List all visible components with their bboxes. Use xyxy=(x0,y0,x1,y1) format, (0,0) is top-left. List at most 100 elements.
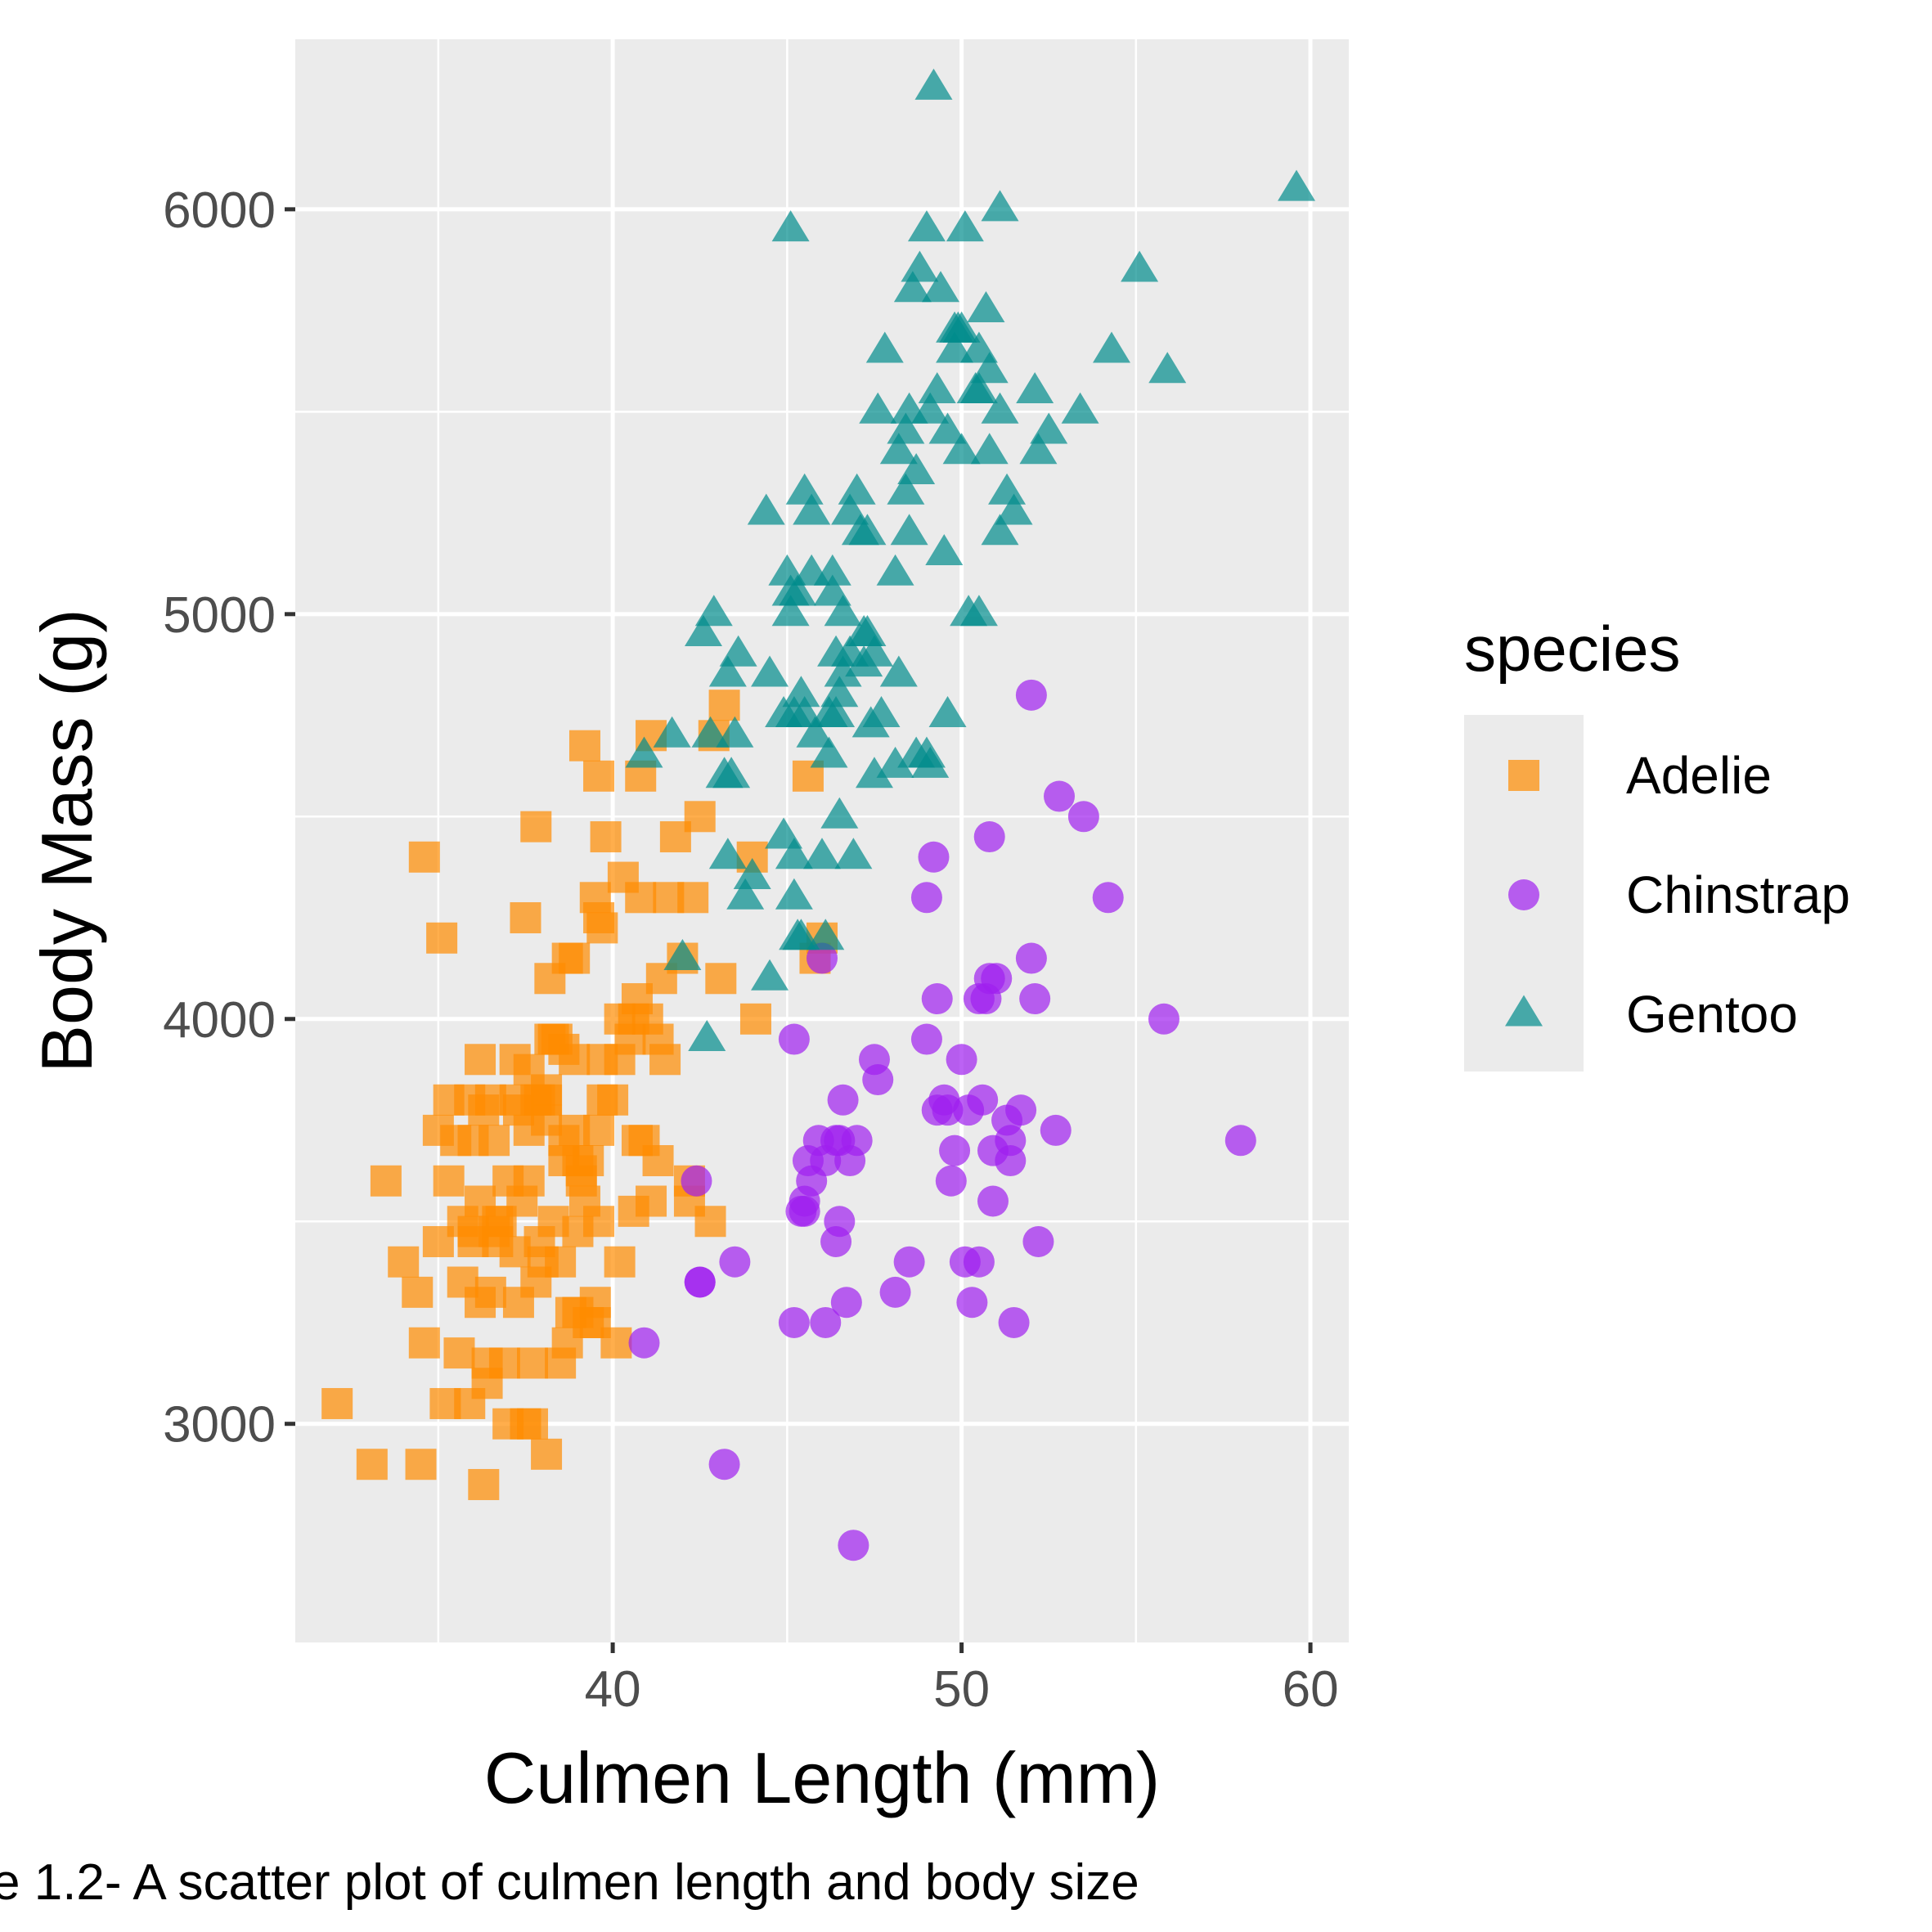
gentoo-point xyxy=(879,433,918,465)
chinstrap-point xyxy=(778,1023,810,1055)
gentoo-point xyxy=(845,645,883,677)
chinstrap-point xyxy=(862,1064,894,1096)
adelie-point xyxy=(694,1206,726,1238)
gentoo-point xyxy=(959,331,998,363)
gentoo-point xyxy=(824,655,862,687)
adelie-point xyxy=(604,1044,636,1076)
gentoo-point xyxy=(890,514,928,546)
chinstrap-point xyxy=(1067,801,1099,833)
gentoo-point xyxy=(775,878,813,910)
chinstrap-point xyxy=(1005,1094,1037,1126)
gentoo-point xyxy=(765,817,803,849)
gentoo-point xyxy=(663,938,702,970)
gentoo-point xyxy=(855,757,893,789)
x-tick-label: 40 xyxy=(585,1661,641,1718)
gentoo-point xyxy=(907,736,946,768)
adelie-point xyxy=(548,1033,580,1065)
chinstrap-point xyxy=(1044,780,1076,812)
gentoo-point xyxy=(922,271,960,303)
data-points xyxy=(321,68,1316,1561)
x-axis-title: Culmen Length (mm) xyxy=(484,1737,1161,1818)
adelie-point xyxy=(520,811,552,842)
gentoo-point xyxy=(716,716,754,748)
adelie-point xyxy=(642,1145,674,1177)
gentoo-point xyxy=(887,473,925,505)
chinstrap-point xyxy=(879,1276,911,1308)
gentoo-point xyxy=(887,412,925,444)
adelie-point xyxy=(468,1468,500,1500)
gentoo-point xyxy=(859,392,897,424)
adelie-point xyxy=(621,983,653,1015)
adelie-point xyxy=(739,1003,771,1035)
adelie-point xyxy=(465,1044,496,1076)
adelie-point xyxy=(684,801,716,833)
gentoo-point xyxy=(694,595,733,627)
adelie-point xyxy=(562,1215,594,1247)
chinstrap-point xyxy=(963,1246,995,1278)
gentoo-point xyxy=(879,655,918,687)
chinstrap-point xyxy=(708,1449,740,1480)
gentoo-point xyxy=(775,838,813,869)
adelie-point xyxy=(408,841,440,873)
gentoo-point xyxy=(848,514,887,546)
gentoo-point xyxy=(803,838,841,869)
x-tick-label: 60 xyxy=(1283,1661,1339,1718)
chinstrap-point xyxy=(935,1165,967,1197)
adelie-point xyxy=(388,1246,420,1278)
gentoo-point xyxy=(810,696,848,728)
gentoo-point xyxy=(771,574,810,606)
chinstrap-point xyxy=(918,841,950,873)
adelie-point xyxy=(433,1165,465,1197)
chinstrap-point xyxy=(681,1165,712,1197)
chinstrap-point xyxy=(956,1287,988,1319)
gentoo-point xyxy=(901,250,939,282)
gentoo-point xyxy=(712,757,751,789)
series-chinstrap xyxy=(628,679,1256,1561)
x-tick-label: 50 xyxy=(933,1661,990,1718)
gentoo-point xyxy=(771,210,810,242)
adelie-point xyxy=(531,1074,563,1106)
chinstrap-point xyxy=(998,1306,1030,1338)
gentoo-point xyxy=(862,696,901,728)
adelie-point xyxy=(499,1084,531,1116)
gentoo-point xyxy=(970,352,1009,384)
adelie-point xyxy=(321,1387,353,1419)
adelie-point xyxy=(625,882,657,914)
gentoo-point xyxy=(625,736,663,768)
chinstrap-point xyxy=(1224,1125,1256,1157)
chinstrap-point xyxy=(719,1246,751,1278)
adelie-point xyxy=(586,1084,618,1116)
gentoo-point xyxy=(779,919,817,950)
gentoo-point xyxy=(785,473,824,505)
y-axis: 3000 4000 5000 6000 xyxy=(163,182,295,1453)
gentoo-point xyxy=(907,210,946,242)
gentoo-point xyxy=(1019,433,1058,465)
legend-title: species xyxy=(1464,613,1680,685)
adelie-point xyxy=(677,882,709,914)
chinstrap-point xyxy=(684,1266,716,1298)
chinstrap-point xyxy=(838,1530,869,1561)
chinstrap-point xyxy=(1022,1226,1054,1257)
gentoo-point xyxy=(824,595,862,627)
adelie-point xyxy=(422,1114,454,1146)
adelie-point xyxy=(583,902,615,934)
gentoo-point xyxy=(939,311,977,343)
adelie-point xyxy=(402,1276,434,1308)
chinstrap-point xyxy=(778,1306,810,1338)
gentoo-point xyxy=(708,838,747,869)
adelie-point xyxy=(517,1347,549,1379)
gentoo-point xyxy=(793,554,831,586)
legend-label-adelie: Adelie xyxy=(1626,746,1772,805)
adelie-point xyxy=(583,1114,615,1146)
legend-key-adelie xyxy=(1508,760,1539,791)
y-tick-label: 4000 xyxy=(163,992,276,1049)
adelie-point xyxy=(531,1438,563,1470)
chinstrap-point xyxy=(977,1185,1009,1217)
adelie-point xyxy=(474,1276,506,1308)
chinstrap-point xyxy=(981,963,1013,995)
chinstrap-point xyxy=(967,1084,999,1116)
chinstrap-point xyxy=(939,1134,971,1166)
gentoo-point xyxy=(691,716,730,748)
gentoo-point xyxy=(688,1019,726,1051)
